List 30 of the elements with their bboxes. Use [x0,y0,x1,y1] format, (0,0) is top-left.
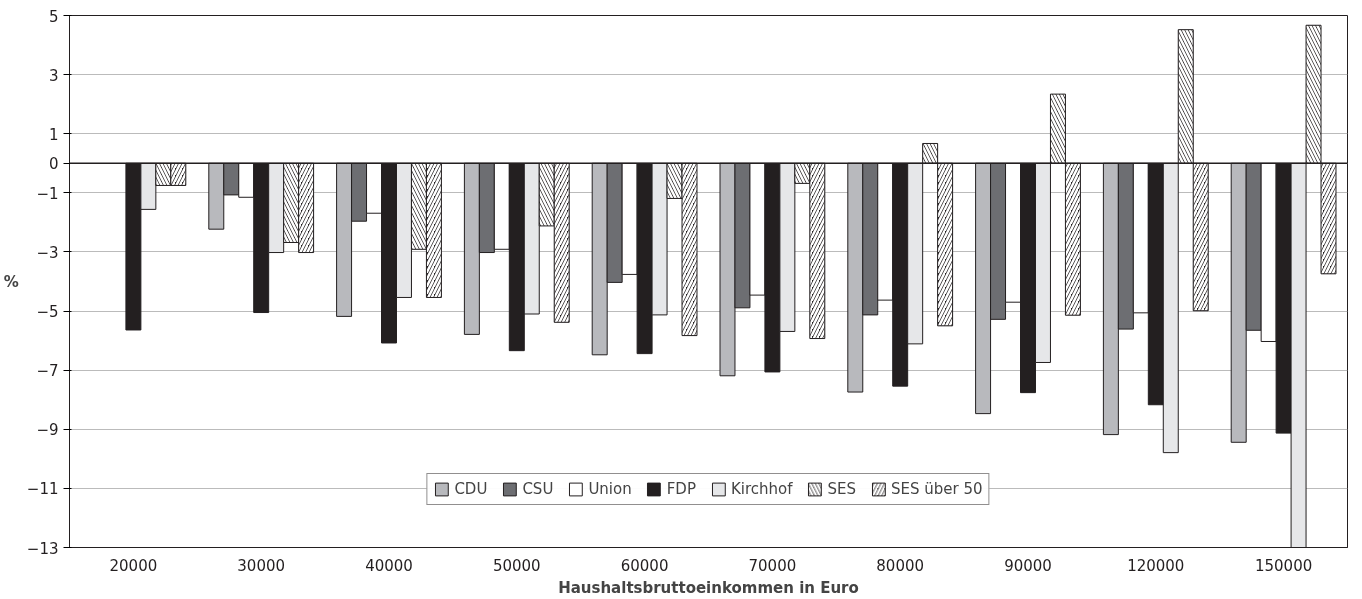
y-tick-label: −13 [26,539,59,558]
y-tick-label: −9 [36,421,59,440]
x-tick-label: 50000 [492,556,541,575]
legend-label: CDU [454,480,488,498]
legend-label: Union [588,480,632,498]
x-tick-label: 30000 [237,556,286,575]
y-tick-label: −11 [26,480,59,499]
x-tick-label: 60000 [620,556,669,575]
y-tick-label: 3 [48,66,59,85]
y-axis-title: % [3,272,19,291]
x-tick-label: 150000 [1254,556,1313,575]
x-tick-label: 80000 [876,556,925,575]
legend-label: SES [827,480,857,498]
x-axis-title: Haushaltsbruttoeinkommen in Euro [558,578,859,597]
x-tick-label: 70000 [748,556,797,575]
y-tick-label: 0 [48,155,59,174]
y-tick-label: 1 [48,125,59,144]
y-tick-label: −7 [36,362,59,381]
legend-label: Kirchhof [730,480,793,498]
x-tick-label: 90000 [1004,556,1052,575]
legend-label: CSU [522,480,554,498]
legend-label: FDP [666,480,696,498]
y-tick-label: 5 [48,7,59,26]
y-tick-label: −5 [36,303,59,322]
x-tick-label: 20000 [109,556,158,575]
y-tick-label: −3 [36,243,59,262]
x-tick-label: 120000 [1127,556,1185,575]
y-tick-label: −1 [36,184,59,203]
x-tick-label: 40000 [365,556,413,575]
legend-label: SES über 50 [891,480,983,498]
